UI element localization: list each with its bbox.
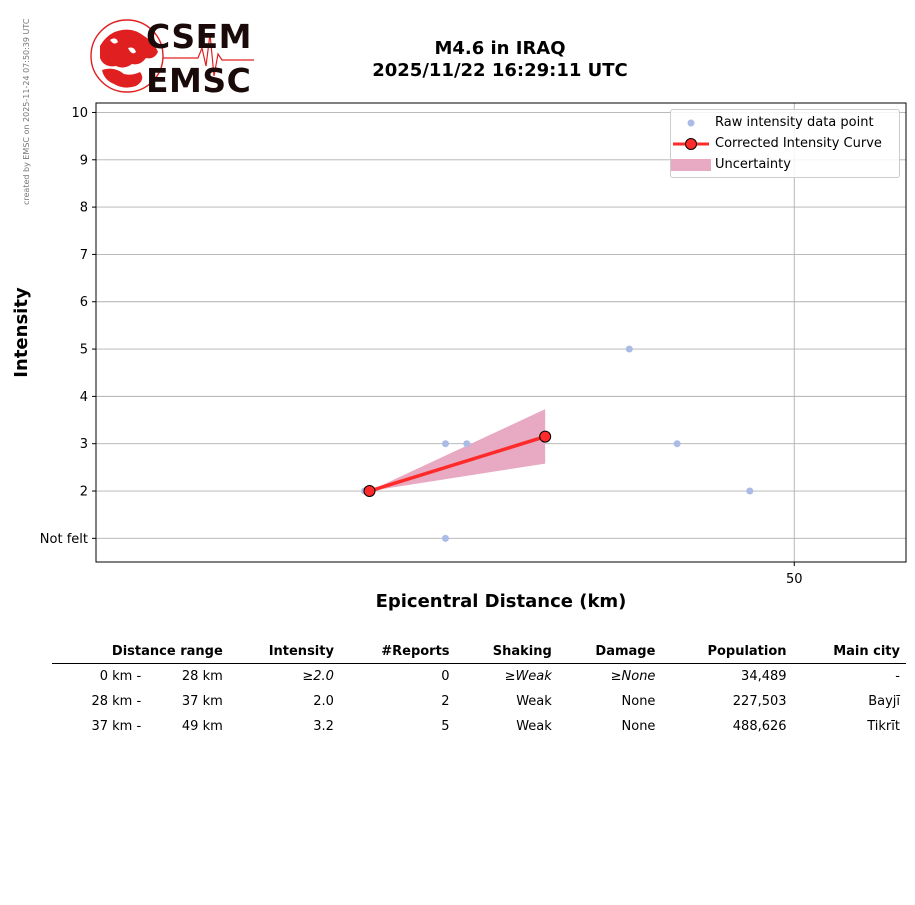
corrected-curve-line [368,434,546,493]
raw-data-point [441,440,449,448]
cell-dist-to: 49 km [181,719,223,734]
raw-data-point [441,534,449,542]
table-row: 0 km - 28 km ≥2.0 0 ≥Weak ≥None 34,489 - [52,664,906,690]
y-tick-label: 9 [80,153,88,168]
title-event: M4.6 in IRAQ [434,38,566,59]
cell-reports: 2 [441,694,450,709]
y-tick-label: 10 [71,106,88,121]
legend-uncertainty-label: Uncertainty [715,157,791,172]
cell-damage: ≥None [610,669,656,684]
table-row: 28 km - 37 km 2.0 2 Weak None 227,503 Ba… [52,689,906,714]
uncertainty-band [369,409,546,492]
raw-data-point [625,345,633,353]
raw-data-point [463,440,471,448]
cell-reports: 0 [441,669,450,684]
cell-intensity: ≥2.0 [302,669,334,684]
cell-dist-from: 37 km - [91,719,142,734]
legend-raw-label: Raw intensity data point [715,115,874,130]
y-axis-label: Intensity [11,287,32,378]
cell-population: 488,626 [732,719,787,734]
cell-city: Bayjī [868,694,900,709]
logo-csem-text: CSEM [146,17,252,56]
header-damage: Damage [557,641,662,664]
y-tick-label: 4 [80,390,88,405]
cell-population: 34,489 [741,669,787,684]
emsc-logo: CSEM EMSC [88,18,254,98]
legend-uncertainty-swatch [671,159,711,171]
title-datetime: 2025/11/22 16:29:11 UTC [372,60,628,81]
cell-dist-to: 28 km [181,669,223,684]
header-population: Population [661,641,793,664]
intensity-summary-table: Distance range Intensity #Reports Shakin… [52,641,906,739]
table-row: 37 km - 49 km 3.2 5 Weak None 488,626 Ti… [52,714,906,739]
legend-curve: Corrected Intensity Curve [671,134,899,154]
header-shaking: Shaking [455,641,558,664]
logo-emsc-text: EMSC [146,61,252,100]
cell-damage: None [621,694,656,709]
corrected-curve-point [363,485,376,498]
cell-dist-from: 0 km - [99,669,142,684]
chart-legend: Raw intensity data point Corrected Inten… [670,109,900,178]
plot-frame [95,102,907,563]
cell-shaking: ≥Weak [504,669,552,684]
globe-logo-icon [90,19,254,93]
x-tick-label: 50 [786,572,803,587]
y-tick-label: 5 [80,343,88,358]
y-tick-label: 2 [80,485,88,500]
y-tick-label: 6 [80,295,88,310]
header-distance-range: Distance range [52,641,229,664]
cell-shaking: Weak [516,694,552,709]
cell-reports: 5 [441,719,450,734]
raw-data-point [673,440,681,448]
legend-uncertainty: Uncertainty [671,155,899,175]
header-reports: #Reports [339,641,456,664]
y-tick-label: 3 [80,437,88,452]
y-tick-label: 8 [80,201,88,216]
cell-intensity: 3.2 [313,719,334,734]
cell-intensity: 2.0 [313,694,334,709]
corrected-curve-point [539,430,552,443]
legend-raw: Raw intensity data point [671,113,899,133]
table-header-row: Distance range Intensity #Reports Shakin… [52,641,906,664]
cell-city: - [895,669,900,684]
x-axis-label: Epicentral Distance (km) [376,591,627,612]
chart-title: M4.6 in IRAQ 2025/11/22 16:29:11 UTC [300,38,700,82]
cell-dist-to: 37 km [181,694,223,709]
y-tick-label: 7 [80,248,88,263]
y-tick-label: Not felt [40,532,88,547]
header-main-city: Main city [792,641,906,664]
cell-shaking: Weak [516,719,552,734]
legend-curve-marker [673,138,709,150]
legend-curve-label: Corrected Intensity Curve [715,136,882,151]
legend-raw-marker [687,119,695,127]
cell-dist-from: 28 km - [91,694,142,709]
raw-data-point [746,487,754,495]
cell-damage: None [621,719,656,734]
intensity-chart: Not felt 2 3 4 5 6 7 8 9 10 50 Epicentral Distance … [11,102,907,612]
cell-city: Tikrīt [867,719,900,734]
header-intensity: Intensity [228,641,340,664]
cell-population: 227,503 [732,694,787,709]
